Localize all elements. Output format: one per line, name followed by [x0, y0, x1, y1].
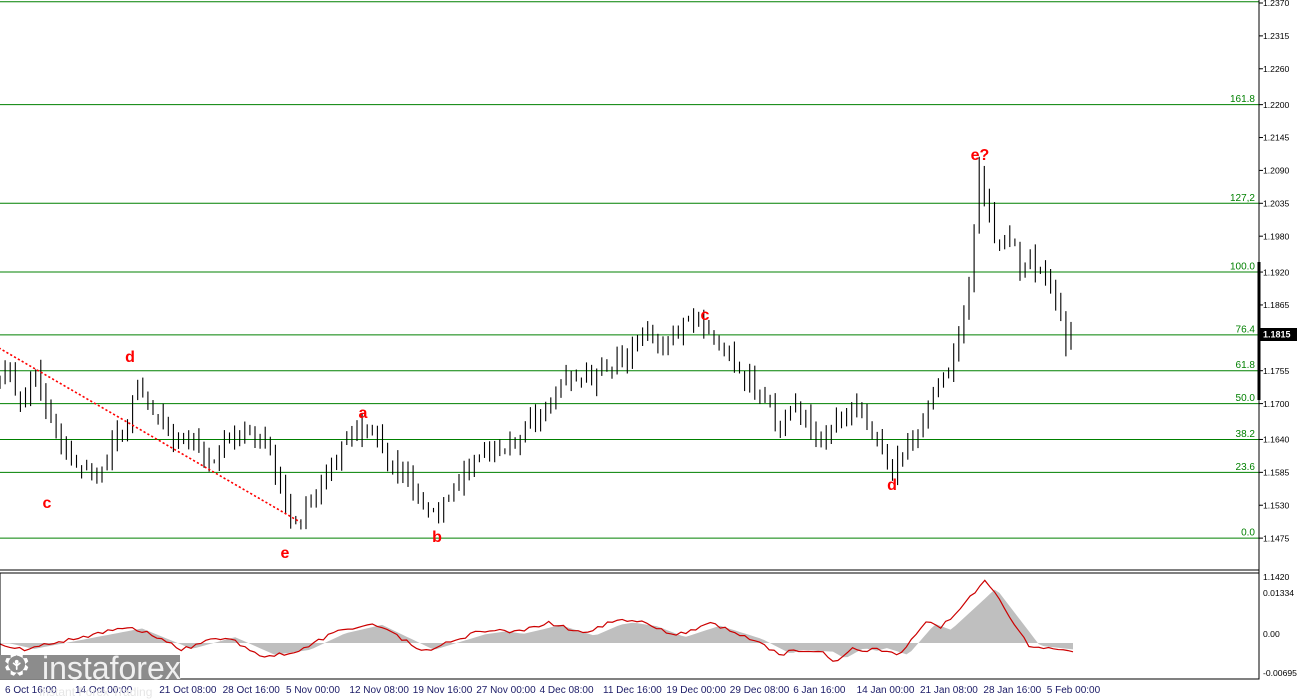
- svg-text:c: c: [43, 495, 52, 512]
- svg-text:38.2: 38.2: [1236, 429, 1256, 440]
- svg-text:200.0: 200.0: [1230, 0, 1255, 2]
- svg-text:b: b: [432, 529, 442, 546]
- svg-text:e: e: [281, 545, 290, 562]
- svg-text:d: d: [887, 477, 897, 494]
- svg-text:23.6: 23.6: [1236, 462, 1256, 473]
- svg-text:1.2260: 1.2260: [1263, 64, 1290, 74]
- svg-text:14 Jan 00:00: 14 Jan 00:00: [857, 685, 915, 696]
- svg-text:1.1640: 1.1640: [1263, 435, 1290, 445]
- svg-text:61.8: 61.8: [1236, 360, 1256, 371]
- svg-text:1.1755: 1.1755: [1263, 366, 1290, 376]
- svg-text:28 Oct 16:00: 28 Oct 16:00: [223, 685, 281, 696]
- svg-text:21 Jan 08:00: 21 Jan 08:00: [920, 685, 978, 696]
- svg-text:1.2315: 1.2315: [1263, 31, 1290, 41]
- svg-text:a: a: [359, 405, 368, 422]
- svg-text:1.1980: 1.1980: [1263, 231, 1290, 241]
- svg-text:11 Dec 16:00: 11 Dec 16:00: [603, 685, 662, 696]
- svg-text:c: c: [701, 307, 710, 324]
- svg-text:21 Oct 08:00: 21 Oct 08:00: [159, 685, 217, 696]
- svg-text:0.01334: 0.01334: [1263, 588, 1294, 598]
- svg-text:1.1530: 1.1530: [1263, 500, 1290, 510]
- svg-text:6 Jan 16:00: 6 Jan 16:00: [793, 685, 846, 696]
- svg-text:d: d: [125, 349, 135, 366]
- svg-text:5 Nov 00:00: 5 Nov 00:00: [286, 685, 340, 696]
- svg-text:29 Dec 08:00: 29 Dec 08:00: [730, 685, 790, 696]
- svg-text:50.0: 50.0: [1236, 393, 1256, 404]
- svg-text:1.1920: 1.1920: [1263, 267, 1290, 277]
- svg-text:1.1475: 1.1475: [1263, 533, 1290, 543]
- svg-text:12 Nov 08:00: 12 Nov 08:00: [349, 685, 409, 696]
- svg-text:27 Nov 00:00: 27 Nov 00:00: [476, 685, 536, 696]
- svg-text:1.2145: 1.2145: [1263, 133, 1290, 143]
- svg-text:161.8: 161.8: [1230, 94, 1255, 105]
- svg-text:127,2: 127,2: [1230, 193, 1255, 204]
- svg-text:0.0: 0.0: [1241, 528, 1255, 539]
- svg-text:100.0: 100.0: [1230, 262, 1255, 273]
- svg-text:-0.00695: -0.00695: [1263, 668, 1297, 678]
- svg-text:1.1865: 1.1865: [1263, 300, 1290, 310]
- svg-text:1.2200: 1.2200: [1263, 100, 1290, 110]
- svg-text:Instant Forex Trading: Instant Forex Trading: [39, 685, 152, 699]
- svg-text:1.1420: 1.1420: [1263, 572, 1290, 582]
- svg-text:28 Jan 16:00: 28 Jan 16:00: [983, 685, 1041, 696]
- svg-text:1.2370: 1.2370: [1263, 0, 1290, 8]
- svg-text:0.00: 0.00: [1263, 629, 1280, 639]
- svg-text:76.4: 76.4: [1236, 324, 1256, 335]
- svg-text:instaforex: instaforex: [42, 650, 181, 686]
- svg-text:1.1815: 1.1815: [1263, 330, 1291, 340]
- svg-text:1.1585: 1.1585: [1263, 468, 1290, 478]
- svg-text:19 Nov 16:00: 19 Nov 16:00: [413, 685, 473, 696]
- svg-text:19 Dec 00:00: 19 Dec 00:00: [666, 685, 726, 696]
- svg-text:e?: e?: [971, 147, 990, 164]
- svg-text:1.2090: 1.2090: [1263, 166, 1290, 176]
- svg-text:4 Dec 08:00: 4 Dec 08:00: [540, 685, 594, 696]
- svg-text:1.2035: 1.2035: [1263, 198, 1290, 208]
- svg-text:5 Feb 00:00: 5 Feb 00:00: [1047, 685, 1101, 696]
- svg-text:1.1700: 1.1700: [1263, 399, 1290, 409]
